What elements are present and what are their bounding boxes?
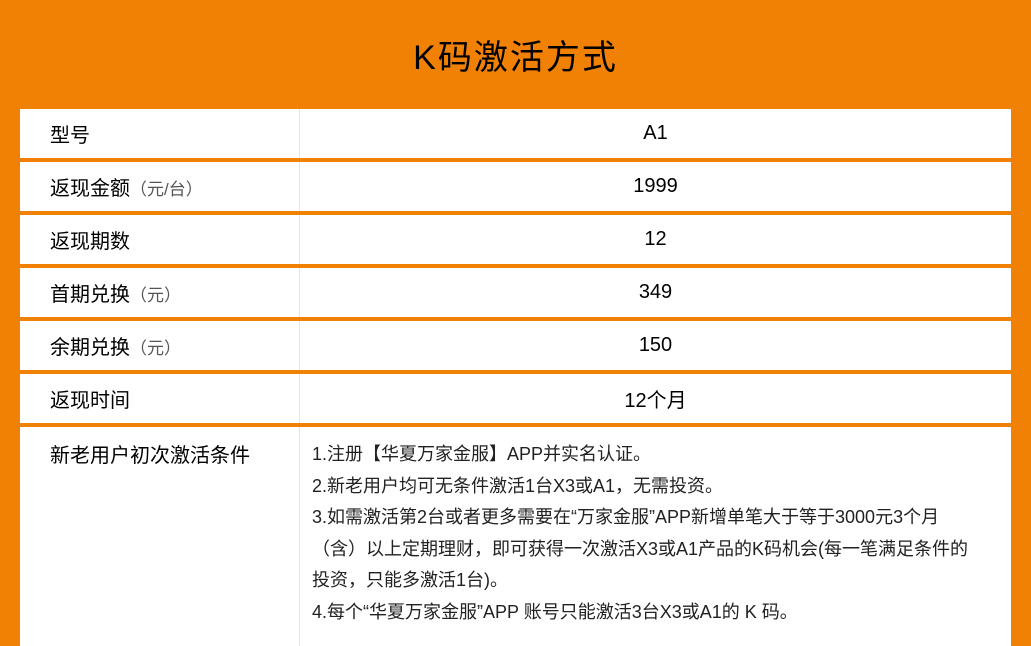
- label-conditions: 新老用户初次激活条件: [20, 427, 300, 646]
- value-first-redeem: 349: [300, 268, 1011, 317]
- label-rest-redeem-unit: （元）: [130, 339, 181, 358]
- value-cashback-amount: 1999: [300, 162, 1011, 211]
- value-cashback-time: 12个月: [300, 374, 1011, 423]
- info-table-wrap: 型号 A1 返现金额（元/台） 1999 返现期数 12 首期兑换（元） 349…: [20, 109, 1011, 646]
- info-table: 型号 A1 返现金额（元/台） 1999 返现期数 12 首期兑换（元） 349…: [20, 109, 1011, 646]
- value-periods: 12: [300, 215, 1011, 264]
- label-periods: 返现期数: [20, 215, 300, 264]
- row-cashback-time: 返现时间 12个月: [20, 374, 1011, 423]
- label-model: 型号: [20, 109, 300, 158]
- label-first-redeem-text: 首期兑换: [50, 284, 130, 306]
- row-first-redeem: 首期兑换（元） 349: [20, 268, 1011, 317]
- label-cashback-amount: 返现金额（元/台）: [20, 162, 300, 211]
- condition-line: 4.每个“华夏万家金服”APP 账号只能激活3台X3或A1的 K 码。: [312, 597, 981, 629]
- value-rest-redeem: 150: [300, 321, 1011, 370]
- value-conditions: 1.注册【华夏万家金服】APP并实名认证。 2.新老用户均可无条件激活1台X3或…: [300, 427, 1011, 646]
- row-rest-redeem: 余期兑换（元） 150: [20, 321, 1011, 370]
- condition-line: 1.注册【华夏万家金服】APP并实名认证。: [312, 439, 981, 471]
- row-cashback-amount: 返现金额（元/台） 1999: [20, 162, 1011, 211]
- condition-line: 3.如需激活第2台或者更多需要在“万家金服”APP新增单笔大于等于3000元3个…: [312, 502, 981, 597]
- label-cashback-time: 返现时间: [20, 374, 300, 423]
- row-model: 型号 A1: [20, 109, 1011, 158]
- label-first-redeem: 首期兑换（元）: [20, 268, 300, 317]
- label-rest-redeem-text: 余期兑换: [50, 337, 130, 359]
- row-conditions: 新老用户初次激活条件 1.注册【华夏万家金服】APP并实名认证。 2.新老用户均…: [20, 427, 1011, 646]
- label-cashback-amount-unit: （元/台）: [130, 180, 203, 199]
- condition-line: 2.新老用户均可无条件激活1台X3或A1，无需投资。: [312, 471, 981, 503]
- row-periods: 返现期数 12: [20, 215, 1011, 264]
- page-title: K码激活方式: [0, 0, 1031, 109]
- value-model: A1: [300, 109, 1011, 158]
- label-cashback-amount-text: 返现金额: [50, 178, 130, 200]
- label-rest-redeem: 余期兑换（元）: [20, 321, 300, 370]
- label-first-redeem-unit: （元）: [130, 286, 181, 305]
